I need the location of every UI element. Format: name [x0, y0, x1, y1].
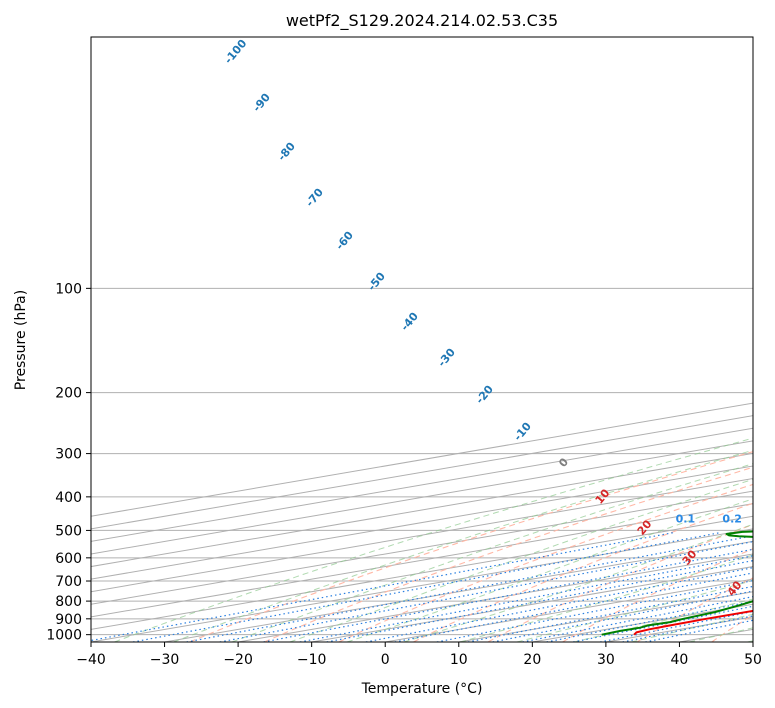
moist-adiabat-line: [574, 288, 775, 642]
line-labels: -100-90-80-70-60-50-40-30-20-10010203040…: [222, 37, 775, 599]
dry-adiabat-label: -100: [222, 37, 250, 67]
y-tick-label: 900: [55, 612, 82, 628]
dry-adiabat-label: -80: [275, 140, 298, 164]
x-tick-label: −20: [223, 652, 253, 668]
dry-adiabat-label: 10: [593, 486, 613, 506]
dry-adiabat-line: [264, 281, 775, 642]
mixing-ratio-line: [395, 533, 775, 642]
isotherm-line: [0, 281, 775, 642]
x-tick-label: 40: [671, 652, 689, 668]
y-tick-label: 200: [55, 386, 82, 402]
x-axis-label: Temperature (°C): [361, 681, 483, 697]
x-tick-label: −10: [297, 652, 327, 668]
y-axis-label: Pressure (hPa): [13, 290, 29, 390]
profile-series: [602, 288, 775, 634]
x-tick-label: 20: [523, 652, 541, 668]
x-tick-label: 10: [450, 652, 468, 668]
moist-adiabat-line: [114, 288, 775, 642]
y-tick-label: 800: [55, 594, 82, 610]
y-tick-label: 600: [55, 551, 82, 567]
chart-title: wetPf2_S129.2024.214.02.53.C35: [286, 11, 558, 31]
y-tick-label: 400: [55, 490, 82, 506]
isotherm-line: [91, 281, 775, 642]
y-tick-label: 1000: [46, 628, 82, 644]
y-tick-label: 100: [55, 281, 82, 297]
x-tick-label: 50: [744, 652, 762, 668]
dry-adiabat-label: -70: [303, 186, 326, 210]
moist-adiabat-line: [404, 288, 775, 642]
dry-adiabat-label: -40: [398, 310, 421, 334]
dewpoint-line: [602, 288, 775, 634]
dry-adiabat-label: -60: [333, 229, 356, 253]
dry-adiabat-label: 0: [556, 455, 571, 469]
dry-adiabat-label: 20: [635, 517, 655, 537]
y-tick-label: 300: [55, 447, 82, 463]
dry-adiabat-label: -10: [511, 420, 534, 444]
mixing-ratio-line: [366, 533, 775, 642]
dry-adiabat-label: -50: [365, 270, 388, 294]
background-lines: [0, 281, 775, 642]
plot-frame: [91, 37, 753, 642]
dry-adiabat-label: -20: [473, 383, 496, 407]
isotherm-line: [753, 281, 775, 642]
x-tick-label: −30: [150, 652, 180, 668]
dry-adiabat-label: 30: [680, 547, 700, 567]
isotherm-line: [165, 281, 775, 642]
x-tick-label: 30: [597, 652, 615, 668]
dry-adiabat-label: -90: [250, 91, 273, 115]
moist-adiabat-line: [290, 288, 775, 642]
y-tick-label: 500: [55, 523, 82, 539]
x-tick-label: 0: [381, 652, 390, 668]
x-tick-label: −40: [76, 652, 106, 668]
dry-adiabat-label: -30: [435, 346, 458, 370]
moist-adiabat-line: [748, 288, 775, 642]
axes: −40 −30 −20 −10 0 10 20 30 40 5010009008007006005…: [46, 281, 762, 668]
mixing-ratio-label: 0.2: [722, 512, 742, 525]
y-tick-label: 700: [55, 574, 82, 590]
mixing-ratio-line: [83, 533, 674, 642]
mixing-ratio-label: 0.1: [676, 512, 696, 525]
